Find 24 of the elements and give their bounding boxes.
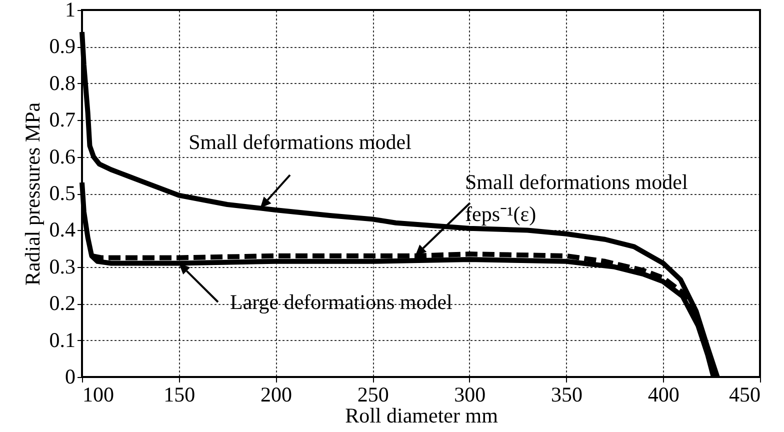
x-tick-label: 100 xyxy=(82,382,114,406)
y-tick-label: 0.3 xyxy=(49,254,76,278)
y-tick-label: 0.7 xyxy=(49,108,76,132)
x-tick-label: 400 xyxy=(648,382,680,406)
y-tick-label: 0.5 xyxy=(49,181,76,205)
y-tick-label: 0.6 xyxy=(49,144,76,168)
x-tick-label: 200 xyxy=(260,382,292,406)
y-tick-label: 0.9 xyxy=(49,34,76,58)
x-axis-title: Roll diameter mm xyxy=(345,404,498,428)
series-label: Large deformations model xyxy=(230,290,453,314)
text: Small deformations model xyxy=(188,130,412,154)
series-label: Small deformations model feps⁻¹(ε) xyxy=(465,170,688,226)
x-tick-label: 350 xyxy=(551,382,583,406)
y-tick-label: 1 xyxy=(65,0,76,22)
y-tick-label: 0.8 xyxy=(49,70,76,95)
y-tick-label: 0.1 xyxy=(49,328,76,352)
x-tick-label: 300 xyxy=(454,382,486,406)
y-axis-title: Radial pressures MPa xyxy=(20,102,44,286)
x-tick-label: 250 xyxy=(357,382,389,406)
y-tick-label: 0.2 xyxy=(49,291,76,316)
y-tick-label: 0.4 xyxy=(49,218,76,242)
x-tick-label: 450 xyxy=(729,382,760,406)
y-tick-label: 0 xyxy=(65,364,76,388)
x-tick-label: 150 xyxy=(164,382,196,406)
